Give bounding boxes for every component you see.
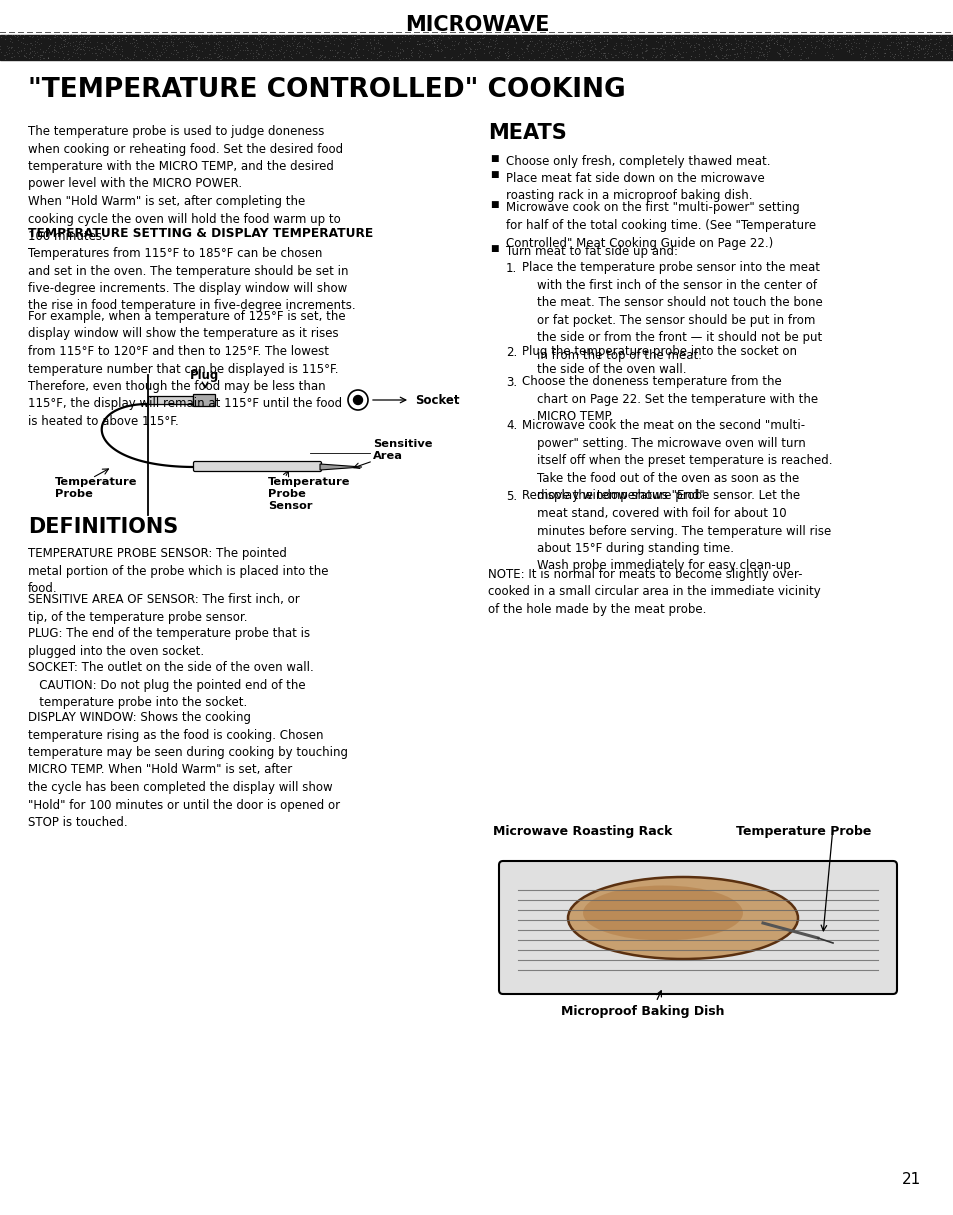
- Bar: [148, 396, 193, 405]
- Text: SENSITIVE AREA OF SENSOR: The first inch, or
tip, of the temperature probe senso: SENSITIVE AREA OF SENSOR: The first inch…: [28, 593, 299, 623]
- Ellipse shape: [567, 877, 797, 959]
- Text: Temperature: Temperature: [268, 477, 350, 487]
- Text: Sensor: Sensor: [268, 501, 313, 512]
- Text: "TEMPERATURE CONTROLLED" COOKING: "TEMPERATURE CONTROLLED" COOKING: [28, 77, 625, 103]
- Text: Temperatures from 115°F to 185°F can be chosen
and set in the oven. The temperat: Temperatures from 115°F to 185°F can be …: [28, 247, 355, 312]
- Bar: [193, 394, 214, 406]
- Text: TEMPERATURE PROBE SENSOR: The pointed
metal portion of the probe which is placed: TEMPERATURE PROBE SENSOR: The pointed me…: [28, 547, 328, 595]
- Text: Choose only fresh, completely thawed meat.: Choose only fresh, completely thawed mea…: [505, 156, 770, 168]
- Text: Microwave cook the meat on the second "multi-
    power" setting. The microwave : Microwave cook the meat on the second "m…: [521, 419, 832, 502]
- Text: Microwave Roasting Rack: Microwave Roasting Rack: [493, 825, 672, 838]
- FancyBboxPatch shape: [193, 462, 321, 471]
- Text: For example, when a temperature of 125°F is set, the
display window will show th: For example, when a temperature of 125°F…: [28, 310, 345, 428]
- Text: Socket: Socket: [415, 394, 459, 407]
- Circle shape: [348, 390, 368, 409]
- Text: TEMPERATURE SETTING & DISPLAY TEMPERATURE: TEMPERATURE SETTING & DISPLAY TEMPERATUR…: [28, 227, 373, 241]
- Text: Turn meat to fat side up and:: Turn meat to fat side up and:: [505, 245, 678, 258]
- Text: ■: ■: [490, 244, 498, 253]
- Text: 4.: 4.: [505, 419, 517, 433]
- Text: MEATS: MEATS: [488, 123, 566, 143]
- Circle shape: [354, 396, 362, 405]
- Text: PLUG: The end of the temperature probe that is
plugged into the oven socket.: PLUG: The end of the temperature probe t…: [28, 627, 310, 657]
- Text: Temperature Probe: Temperature Probe: [735, 825, 870, 838]
- Text: Sensitive: Sensitive: [373, 439, 432, 450]
- Text: Plug: Plug: [191, 369, 219, 382]
- Text: SOCKET: The outlet on the side of the oven wall.
   CAUTION: Do not plug the poi: SOCKET: The outlet on the side of the ov…: [28, 661, 314, 710]
- Text: 5.: 5.: [505, 490, 517, 503]
- Text: Place meat fat side down on the microwave
roasting rack in a microproof baking d: Place meat fat side down on the microwav…: [505, 171, 764, 202]
- Text: Probe: Probe: [268, 488, 306, 499]
- Text: Plug the temperature probe into the socket on
    the side of the oven wall.: Plug the temperature probe into the sock…: [521, 345, 796, 375]
- Ellipse shape: [582, 886, 742, 940]
- Text: ■: ■: [490, 154, 498, 163]
- Text: Remove the temperature probe sensor. Let the
    meat stand, covered with foil f: Remove the temperature probe sensor. Let…: [521, 490, 830, 572]
- Text: NOTE: It is normal for meats to become slightly over-
cooked in a small circular: NOTE: It is normal for meats to become s…: [488, 567, 820, 616]
- Text: Temperature: Temperature: [55, 477, 137, 487]
- Text: Microwave cook on the first "multi-power" setting
for half of the total cooking : Microwave cook on the first "multi-power…: [505, 202, 815, 249]
- Text: The temperature probe is used to judge doneness
when cooking or reheating food. : The temperature probe is used to judge d…: [28, 125, 343, 243]
- Text: Choose the doneness temperature from the
    chart on Page 22. Set the temperatu: Choose the doneness temperature from the…: [521, 375, 818, 424]
- Text: 21: 21: [902, 1172, 921, 1187]
- Text: Probe: Probe: [55, 488, 92, 499]
- Text: Place the temperature probe sensor into the meat
    with the first inch of the : Place the temperature probe sensor into …: [521, 261, 821, 362]
- Bar: [0, 35, 953, 60]
- Text: DEFINITIONS: DEFINITIONS: [28, 518, 178, 537]
- Text: Microproof Baking Dish: Microproof Baking Dish: [560, 1005, 724, 1018]
- Text: 2.: 2.: [505, 345, 517, 358]
- Text: Area: Area: [373, 451, 402, 460]
- Polygon shape: [319, 464, 361, 470]
- FancyBboxPatch shape: [498, 861, 896, 994]
- Text: ■: ■: [490, 170, 498, 180]
- Text: 1.: 1.: [505, 261, 517, 275]
- Text: MICROWAVE: MICROWAVE: [404, 15, 549, 35]
- Text: 3.: 3.: [505, 375, 517, 389]
- Text: ■: ■: [490, 200, 498, 209]
- Text: DISPLAY WINDOW: Shows the cooking
temperature rising as the food is cooking. Cho: DISPLAY WINDOW: Shows the cooking temper…: [28, 711, 348, 829]
